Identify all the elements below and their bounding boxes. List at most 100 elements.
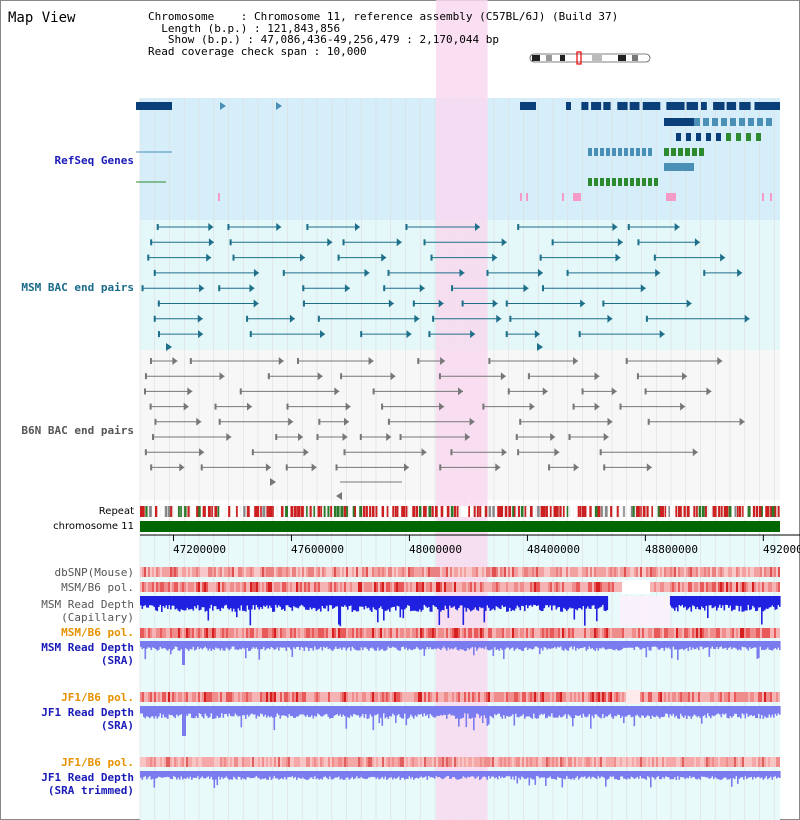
polymorphism-density-cell bbox=[226, 757, 228, 767]
read-depth-bar bbox=[438, 771, 441, 777]
polymorphism-density-cell bbox=[436, 582, 438, 592]
repeat-element bbox=[306, 506, 308, 517]
read-depth-bar bbox=[779, 596, 781, 607]
read-depth-bar bbox=[171, 771, 174, 780]
read-depth-bar bbox=[302, 596, 304, 606]
polymorphism-density-cell bbox=[270, 582, 272, 592]
read-depth-bar bbox=[677, 706, 679, 719]
polymorphism-density-cell bbox=[424, 692, 426, 702]
read-depth-bar bbox=[693, 596, 696, 607]
polymorphism-density-cell bbox=[268, 628, 270, 638]
gene-block bbox=[726, 133, 731, 141]
read-depth-bar bbox=[218, 771, 220, 777]
read-depth-bar bbox=[572, 706, 574, 727]
read-depth-bar bbox=[458, 641, 460, 651]
polymorphism-density-cell bbox=[570, 757, 572, 767]
read-depth-bar bbox=[612, 771, 615, 777]
polymorphism-density-cell bbox=[768, 628, 770, 638]
repeat-element bbox=[198, 506, 202, 517]
polymorphism-density-cell bbox=[168, 628, 170, 638]
polymorphism-density-cell bbox=[460, 757, 462, 767]
polymorphism-density-cell bbox=[522, 692, 524, 702]
polymorphism-density-cell bbox=[650, 628, 652, 638]
bac-end-mark bbox=[246, 315, 249, 322]
repeat-element bbox=[540, 506, 544, 517]
read-depth-bar bbox=[342, 596, 345, 607]
read-depth-bar bbox=[468, 641, 471, 650]
polymorphism-density-cell bbox=[218, 692, 220, 702]
polymorphism-density-cell bbox=[662, 692, 664, 702]
read-depth-bar bbox=[270, 706, 273, 717]
polymorphism-density-cell bbox=[462, 582, 464, 592]
read-depth-bar bbox=[377, 706, 379, 714]
read-depth-bar bbox=[504, 596, 507, 607]
read-depth-bar bbox=[768, 706, 771, 715]
bac-end-mark bbox=[381, 403, 384, 410]
read-depth-bar bbox=[566, 596, 568, 611]
polymorphism-density-cell bbox=[314, 692, 316, 702]
read-depth-bar bbox=[525, 641, 528, 648]
read-depth-bar bbox=[326, 596, 328, 606]
read-depth-bar bbox=[626, 771, 628, 780]
polymorphism-density-cell bbox=[610, 567, 612, 577]
read-depth-bar bbox=[539, 596, 541, 610]
read-depth-bar bbox=[171, 641, 174, 651]
read-depth-bar bbox=[309, 596, 312, 608]
gene-block bbox=[612, 148, 616, 156]
repeat-element bbox=[443, 506, 447, 517]
polymorphism-density-cell bbox=[522, 582, 524, 592]
polymorphism-density-cell bbox=[436, 757, 438, 767]
track-label-refseq-genes[interactable]: RefSeq Genes bbox=[54, 154, 134, 167]
polymorphism-density-cell bbox=[244, 757, 246, 767]
polymorphism-density-cell bbox=[214, 757, 216, 767]
polymorphism-density-cell bbox=[580, 628, 582, 638]
read-depth-bar bbox=[218, 641, 220, 649]
read-depth-bar bbox=[765, 771, 768, 777]
repeat-element bbox=[468, 506, 471, 517]
repeat-element bbox=[394, 506, 397, 517]
polymorphism-density-cell bbox=[322, 567, 324, 577]
read-depth-bar bbox=[203, 706, 205, 719]
polymorphism-density-cell bbox=[326, 582, 328, 592]
polymorphism-density-cell bbox=[618, 582, 620, 592]
read-depth-bar bbox=[573, 771, 576, 780]
read-depth-bar bbox=[615, 706, 618, 717]
bac-end-arrow bbox=[680, 402, 686, 411]
coverage-value: 10,000 bbox=[326, 44, 367, 58]
read-depth-bar bbox=[485, 706, 487, 719]
polymorphism-density-cell bbox=[302, 628, 304, 638]
read-depth-bar bbox=[707, 596, 709, 619]
read-depth-bar bbox=[279, 771, 282, 779]
gene-block bbox=[642, 102, 654, 110]
read-depth-bar bbox=[269, 596, 271, 606]
track-label-msm-bac[interactable]: MSM BAC end pairs bbox=[21, 281, 134, 294]
polymorphism-density-cell bbox=[482, 628, 484, 638]
polymorphism-density-cell bbox=[776, 757, 778, 767]
polymorphism-density-cell bbox=[260, 582, 262, 592]
read-depth-bar bbox=[323, 596, 325, 609]
polymorphism-density-cell bbox=[690, 567, 692, 577]
read-depth-bar bbox=[734, 771, 736, 780]
ideogram-band bbox=[532, 55, 540, 61]
polymorphism-density-cell bbox=[558, 567, 560, 577]
read-depth-bar bbox=[765, 706, 768, 718]
read-depth-bar bbox=[611, 771, 613, 777]
polymorphism-density-cell bbox=[506, 628, 508, 638]
read-depth-bar bbox=[635, 771, 637, 779]
read-depth-bar bbox=[198, 706, 201, 714]
read-depth-bar bbox=[482, 596, 484, 608]
polymorphism-density-cell bbox=[708, 567, 710, 577]
polymorphism-density-cell bbox=[766, 757, 768, 767]
polymorphism-density-cell bbox=[194, 567, 196, 577]
read-depth-bar bbox=[504, 641, 507, 650]
polymorphism-density-cell bbox=[660, 692, 662, 702]
read-depth-bar bbox=[435, 596, 438, 608]
track-label-b6n-bac[interactable]: B6N BAC end pairs bbox=[21, 424, 134, 437]
jf1-depth-trim-line1: JF1 Read Depth bbox=[41, 771, 134, 784]
polymorphism-density-cell bbox=[702, 692, 704, 702]
read-depth-bar bbox=[255, 771, 258, 777]
repeat-element bbox=[219, 506, 223, 517]
read-depth-bar bbox=[732, 641, 735, 648]
